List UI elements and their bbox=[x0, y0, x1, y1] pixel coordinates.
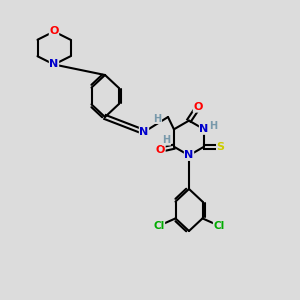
Text: H: H bbox=[153, 113, 162, 124]
Text: O: O bbox=[49, 26, 59, 37]
Text: N: N bbox=[50, 59, 58, 70]
Text: Cl: Cl bbox=[153, 221, 165, 231]
Text: O: O bbox=[156, 145, 165, 155]
Text: N: N bbox=[184, 150, 194, 161]
Text: N: N bbox=[200, 124, 209, 134]
Text: H: H bbox=[162, 135, 170, 145]
Text: O: O bbox=[193, 102, 203, 112]
Text: S: S bbox=[217, 142, 225, 152]
Text: Cl: Cl bbox=[213, 221, 225, 231]
Text: N: N bbox=[140, 127, 148, 137]
Text: H: H bbox=[210, 121, 218, 131]
